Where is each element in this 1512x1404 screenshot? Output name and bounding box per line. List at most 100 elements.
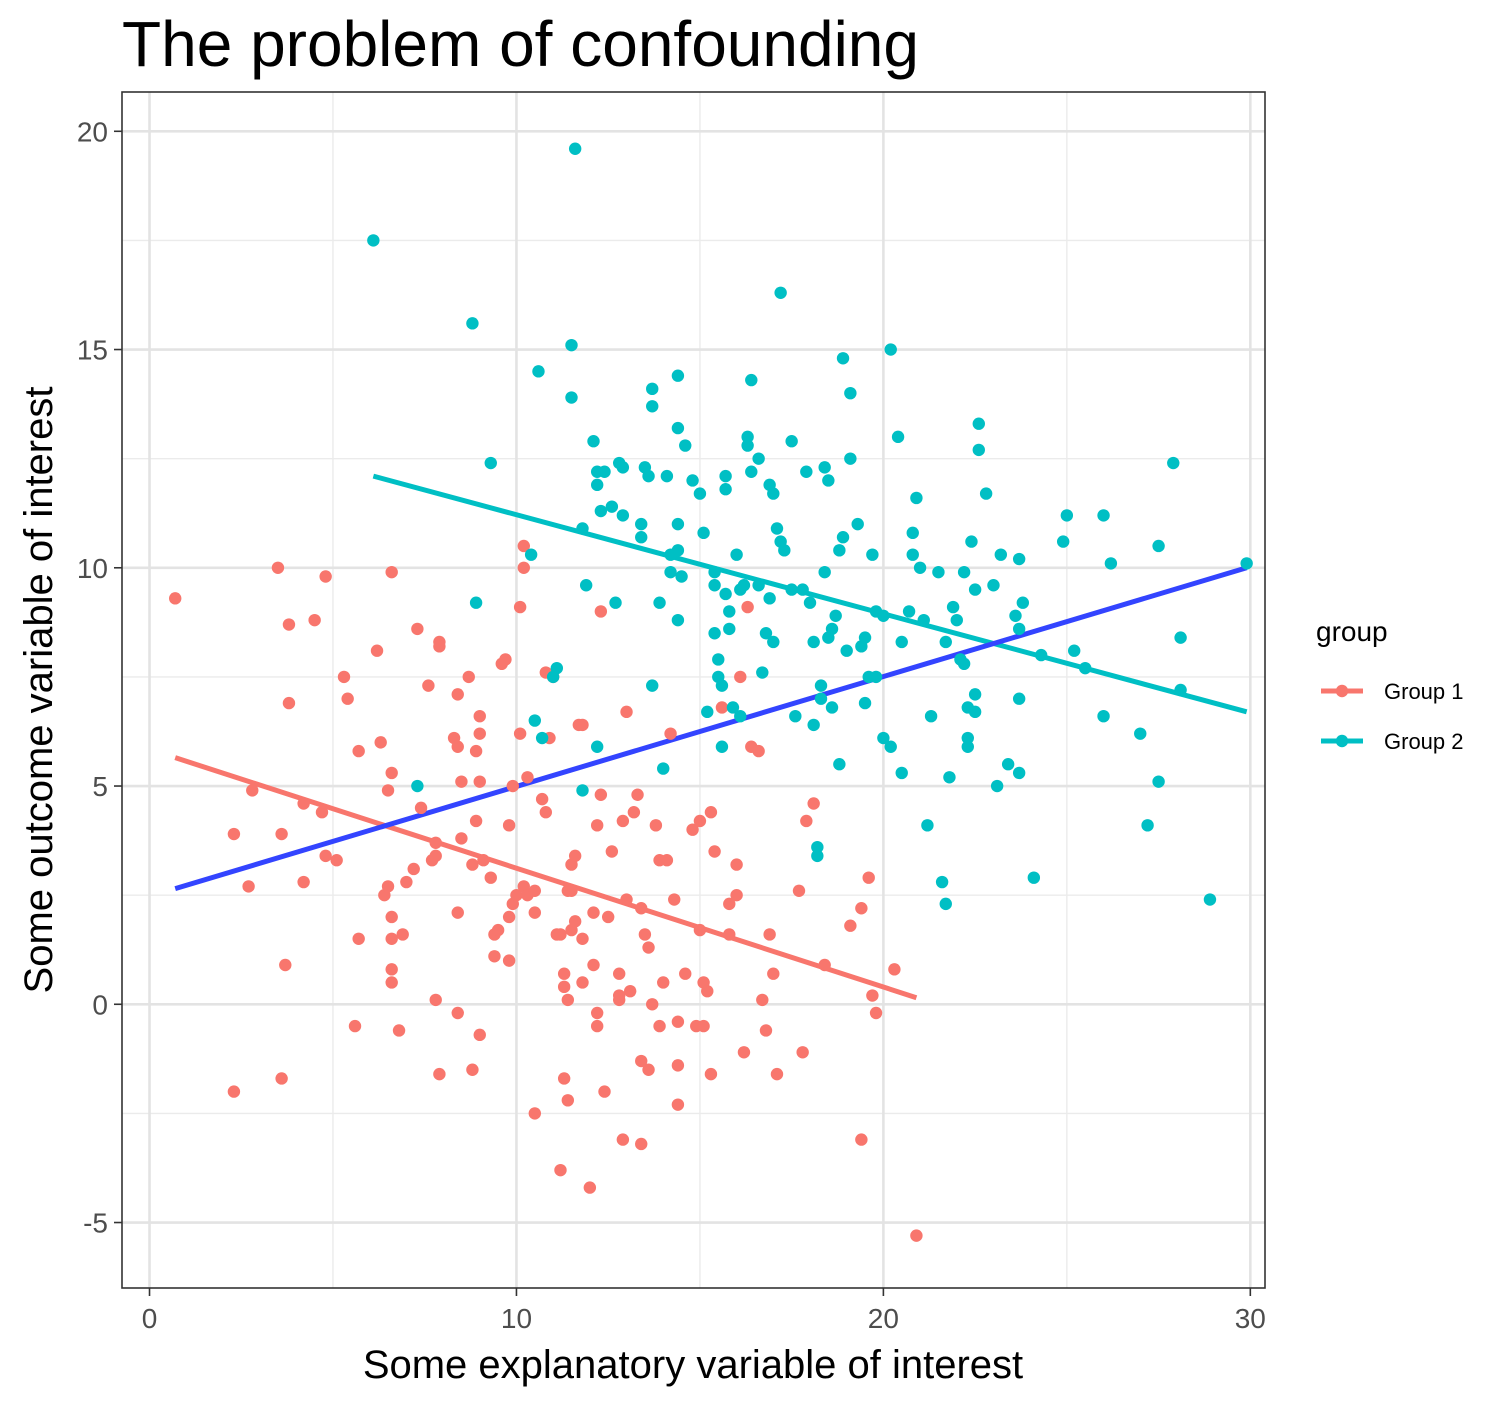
group-2-point: [840, 644, 853, 657]
group-2-point: [807, 635, 820, 649]
group-2-point: [1067, 644, 1081, 657]
group-2-point: [616, 461, 630, 474]
group-1-point: [704, 806, 718, 819]
group-1-point: [528, 906, 542, 919]
group-2-point: [877, 731, 890, 745]
group-1-point: [385, 910, 398, 924]
group-2-point: [961, 731, 974, 745]
group-1-point: [657, 976, 670, 989]
group-2-point: [796, 583, 809, 596]
group-1-point: [715, 701, 729, 714]
plot-panel: [122, 92, 1265, 1288]
group-1-point: [451, 688, 464, 701]
group-2-point: [712, 653, 725, 666]
group-2-point: [1027, 871, 1041, 884]
group-1-point: [370, 644, 384, 657]
group-1-point: [730, 888, 743, 902]
group-2-fit-line: [372, 473, 1248, 715]
group-2-point: [895, 635, 908, 649]
group-1-point: [502, 910, 516, 924]
group-2-point: [902, 605, 916, 618]
group-2-point: [686, 474, 699, 487]
group-1-point: [576, 932, 589, 946]
group-2-point: [759, 627, 773, 640]
group-2-point: [469, 596, 483, 609]
group-1-point: [612, 989, 626, 1002]
group-2-point: [1009, 609, 1022, 622]
group-2-point: [833, 544, 846, 557]
data-points: [169, 142, 1253, 1242]
group-2-point: [752, 579, 765, 592]
group-1-point: [557, 967, 571, 980]
group-1-point: [741, 600, 754, 614]
group-1-point: [671, 1059, 685, 1072]
group-1-point: [679, 967, 692, 980]
group-2-point: [818, 461, 831, 474]
group-2-point: [811, 840, 824, 854]
group-2-point: [550, 661, 564, 675]
group-1-point: [723, 897, 736, 911]
group-1-point: [462, 670, 475, 684]
group-2-point: [774, 286, 787, 299]
group-1-point: [869, 1006, 883, 1020]
group-1-point: [411, 622, 424, 636]
group-1-point: [315, 806, 329, 819]
group-1-point: [620, 893, 633, 906]
group-1-point: [590, 819, 604, 832]
group-2-point: [1240, 557, 1253, 570]
group-2-point: [708, 565, 721, 579]
group-2-point: [825, 622, 839, 636]
group-1-point: [565, 884, 578, 897]
group-2-point: [697, 526, 710, 540]
group-1-point: [664, 727, 677, 740]
group-1-point: [282, 696, 296, 710]
group-2-point: [741, 430, 754, 444]
x-tick-label: 20: [868, 1303, 899, 1334]
group-1-point: [642, 941, 655, 954]
group-2-point: [565, 391, 578, 404]
group-1-point: [521, 771, 534, 784]
group-2-point: [789, 709, 802, 723]
group-1-point: [635, 902, 648, 915]
group-1-point: [594, 788, 608, 801]
group-1-point: [557, 980, 571, 994]
group-1-point: [466, 1063, 479, 1076]
group-1-point: [616, 1133, 630, 1146]
plot-border: [121, 91, 1266, 1289]
group-1-point: [855, 1133, 868, 1146]
group-1-point: [502, 954, 516, 967]
group-2-point: [1134, 727, 1147, 740]
group-2-point: [818, 565, 831, 579]
group-2-point: [708, 627, 721, 640]
group-2-point: [723, 605, 736, 618]
group-2-point: [844, 452, 857, 465]
group-2-point: [987, 579, 1000, 592]
group-2-point: [770, 522, 784, 535]
group-2-point: [906, 526, 919, 540]
group-2-point: [657, 762, 670, 775]
group-1-point: [473, 709, 486, 723]
group-1-point: [451, 906, 464, 919]
group-2-point: [653, 596, 666, 609]
group-2-point: [693, 487, 707, 500]
group-2-point: [466, 317, 479, 330]
group-2-point: [616, 509, 630, 522]
group-1-point: [646, 998, 659, 1011]
group-2-point: [833, 758, 846, 771]
y-axis-title: Some outcome variable of interest: [17, 387, 61, 994]
group-1-point: [866, 989, 879, 1002]
overall-fit-line: [174, 565, 1248, 892]
group-1-point: [701, 984, 714, 998]
group-1-point: [400, 875, 413, 889]
group-2-point: [869, 670, 883, 684]
group-1-point: [616, 814, 630, 828]
y-axis: -5 0 5 10 15 20: [77, 116, 122, 1239]
group-1-point: [767, 967, 780, 980]
group-1-point: [246, 784, 259, 797]
legend: group Group 1 Group 2: [1316, 616, 1464, 754]
group-1-point: [407, 862, 420, 876]
group-1-point: [473, 775, 486, 788]
group-1-point: [587, 958, 600, 972]
group-2-point: [1016, 596, 1030, 609]
group-1-point: [414, 801, 428, 815]
